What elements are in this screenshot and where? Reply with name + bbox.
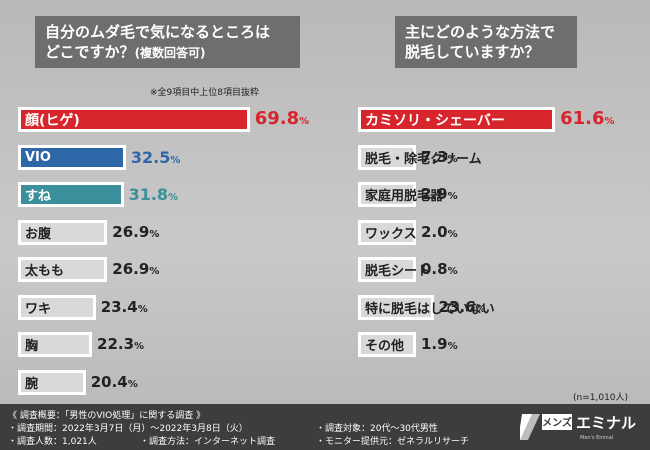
bar-right-4: ワックス (358, 219, 417, 245)
bar-right-7: その他 (358, 332, 416, 357)
footer-method: ・調査方法：インターネット調査 (140, 437, 276, 447)
left-title-box: 自分のムダ毛で気になるところは どこですか？(複数回答可) (35, 16, 300, 68)
value-label-left-3: 31.8% (128, 185, 179, 204)
value-label-left-1: 69.8% (254, 108, 310, 129)
logo-tagline-text: Men's Eminal (580, 435, 613, 441)
bar-label-left-2: VIO (25, 149, 51, 165)
right-title-box: 主にどのような方法で 脱毛していますか？ (395, 16, 577, 68)
left-title-line1: 自分のムダ毛で気になるところは (45, 23, 271, 41)
bar-label-left-5: 太もも (25, 264, 65, 279)
value-label-right-6: 23.6% (438, 297, 486, 316)
bar-left-2: VIO (18, 144, 126, 170)
bar-label-left-8: 腕 (25, 376, 39, 392)
bar-right-2: 脱毛・除毛クリーム (358, 144, 482, 170)
bar-left-6: ワキ (18, 294, 96, 320)
bar-right-6: 特に脱毛はしていない (358, 294, 495, 320)
footer-survey-title: 《 調査概要：「男性のVIO処理」に関する調査 》 (8, 411, 206, 421)
right-sample-note: (n=1,010人) (573, 393, 629, 403)
bar-right-3: 家庭用脱毛器 (358, 182, 443, 207)
bar-left-8: 腕 (18, 369, 86, 395)
bar-label-left-4: お腹 (25, 226, 52, 242)
bar-right-5: 脱毛シート (358, 257, 430, 282)
footer-survey-period: ・調査期間：2022年3月7日（月）～2022年3月8日（火） (8, 424, 248, 434)
value-label-right-5: 0.8% (421, 260, 458, 278)
right-title-line1: 主にどのような方法で (405, 23, 556, 41)
mens-eminal-logo: メンズ エミナル Men's Eminal (520, 414, 636, 441)
bar-label-right-4: ワックス (365, 226, 417, 242)
left-title-suffix: (複数回答可) (134, 46, 206, 60)
bar-label-right-5: 脱毛シート (365, 264, 431, 279)
value-label-right-2: 7.3% (421, 147, 458, 166)
logo-name-text: エミナル (576, 414, 636, 432)
bar-label-right-3: 家庭用脱毛器 (365, 189, 444, 204)
left-note: ※全9項目中上位8項目抜粋 (150, 88, 259, 98)
footer-respondents: ・調査人数：1,021人 (8, 437, 97, 447)
logo-mark-stripe-2 (520, 414, 540, 440)
footer-provider: ・モニター提供元：ゼネラルリサーチ (316, 437, 470, 447)
bar-label-left-1: 顔(ヒゲ) (25, 112, 80, 129)
value-label-right-3: 2.9% (421, 185, 458, 203)
logo-mens-box (542, 414, 572, 430)
value-label-left-4: 26.9% (112, 222, 160, 241)
logo-mens-text: メンズ (542, 416, 572, 429)
value-label-left-6: 23.4% (100, 297, 148, 316)
bar-left-4: お腹 (18, 219, 108, 245)
survey-footer: 《 調査概要：「男性のVIO処理」に関する調査 》 ・調査期間：2022年3月7… (0, 404, 650, 450)
bar-left-3: すね (18, 182, 124, 207)
bar-right-1: カミソリ・シェーバー (358, 107, 556, 132)
left-title-line2: どこですか？ (45, 43, 135, 61)
bar-left-5: 太もも (18, 257, 108, 282)
right-title-line2: 脱毛していますか？ (405, 43, 540, 61)
bar-label-right-7: その他 (365, 339, 405, 354)
value-label-left-7: 22.3% (97, 335, 145, 353)
value-label-left-8: 20.4% (90, 372, 138, 391)
bar-label-right-1: カミソリ・シェーバー (365, 112, 505, 129)
footer-target: ・調査対象：20代～30代男性 (316, 424, 438, 434)
value-label-right-4: 2.0% (421, 222, 458, 241)
bar-left-1: 顔(ヒゲ) (18, 107, 250, 132)
bar-label-right-2: 脱毛・除毛クリーム (365, 151, 482, 167)
bar-label-left-7: 胸 (25, 339, 39, 354)
value-label-right-7: 1.9% (421, 335, 458, 353)
value-label-left-2: 32.5% (130, 147, 181, 167)
bar-left-7: 胸 (18, 332, 93, 357)
bar-label-right-6: 特に脱毛はしていない (365, 301, 495, 317)
value-label-right-1: 61.6% (560, 108, 615, 129)
value-label-left-5: 26.9% (112, 260, 160, 278)
bar-label-left-6: ワキ (25, 301, 52, 317)
bar-label-left-3: すね (25, 189, 52, 204)
